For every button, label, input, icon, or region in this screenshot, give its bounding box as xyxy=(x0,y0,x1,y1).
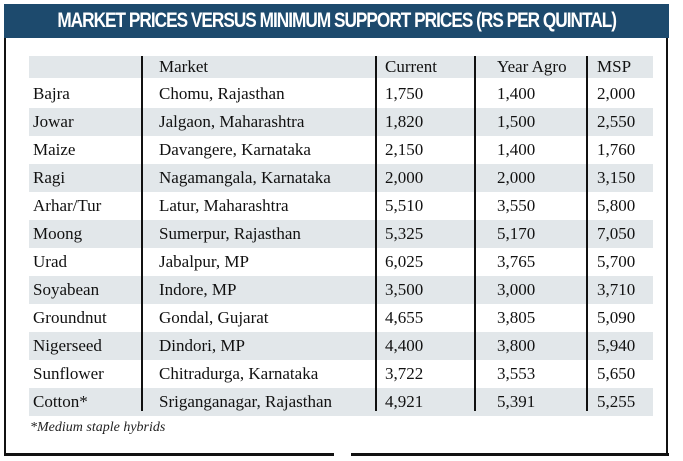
table-row: Groundnut Gondal, Gujarat 4,655 3,805 5,090 xyxy=(29,304,653,332)
header-msp: MSP xyxy=(597,57,632,76)
crop-cell: Maize xyxy=(33,140,76,159)
msp-cell: 1,760 xyxy=(597,140,636,159)
crop-cell: Soyabean xyxy=(33,280,100,299)
table-row: Ragi Nagamangala, Karnataka 2,000 2,000 3,15… xyxy=(29,164,653,192)
crop-cell: Arhar/Tur xyxy=(33,196,102,215)
table-row: Arhar/Tur Latur, Maharashtra 5,510 3,550 5,8… xyxy=(29,192,653,220)
header-market: Market xyxy=(159,57,209,76)
crop-cell: Urad xyxy=(33,252,67,271)
year-ago-price-cell: 3,553 xyxy=(497,364,536,383)
year-ago-price-cell: 3,550 xyxy=(497,196,536,215)
market-cell: Jalgaon, Maharashtra xyxy=(159,112,305,131)
market-cell: Chomu, Rajasthan xyxy=(159,84,285,103)
market-cell: Gondal, Gujarat xyxy=(159,308,269,327)
year-ago-price-cell: 3,765 xyxy=(497,252,536,271)
msp-cell: 5,650 xyxy=(597,364,636,383)
footnote: *Medium staple hybrids xyxy=(30,420,166,435)
year-ago-price-cell: 1,500 xyxy=(497,112,536,131)
market-cell: Sriganganagar, Rajasthan xyxy=(159,392,333,411)
current-price-cell: 4,655 xyxy=(385,308,424,327)
year-ago-price-cell: 3,805 xyxy=(497,308,536,327)
table-row: Cotton* Sriganganagar, Rajasthan 4,921 5,39… xyxy=(29,388,653,416)
current-price-cell: 6,025 xyxy=(385,252,424,271)
table-row: Maize Davangere, Karnataka 2,150 1,400 1,760 xyxy=(29,136,653,164)
current-price-cell: 5,325 xyxy=(385,224,424,243)
msp-cell: 2,550 xyxy=(597,112,636,131)
year-ago-price-cell: 1,400 xyxy=(497,84,536,103)
market-cell: Latur, Maharashtra xyxy=(159,196,289,215)
table-row: Urad Jabalpur, MP 6,025 3,765 5,700 xyxy=(29,248,653,276)
table-row: Jowar Jalgaon, Maharashtra 1,820 1,500 2,550 xyxy=(29,108,653,136)
current-price-cell: 2,150 xyxy=(385,140,424,159)
year-ago-price-cell: 3,000 xyxy=(497,280,536,299)
msp-cell: 3,150 xyxy=(597,168,636,187)
msp-cell: 5,700 xyxy=(597,252,636,271)
crop-cell: Groundnut xyxy=(33,308,107,327)
table-row: Bajra Chomu, Rajasthan 1,750 1,400 2,000 xyxy=(29,80,653,108)
table-row: Nigerseed Dindori, MP 4,400 3,800 5,940 xyxy=(29,332,653,360)
column-divider xyxy=(141,56,143,411)
market-cell: Davangere, Karnataka xyxy=(159,140,311,159)
table-row: Moong Sumerpur, Rajasthan 5,325 5,170 7,050 xyxy=(29,220,653,248)
year-ago-price-cell: 1,400 xyxy=(497,140,536,159)
msp-cell: 5,255 xyxy=(597,392,636,411)
year-ago-price-cell: 2,000 xyxy=(497,168,536,187)
current-price-cell: 3,722 xyxy=(385,364,424,383)
current-price-cell: 2,000 xyxy=(385,168,424,187)
header-row: Market Current Year Agro MSP xyxy=(29,56,653,78)
msp-cell: 3,710 xyxy=(597,280,636,299)
crop-cell: Moong xyxy=(33,224,83,243)
crop-cell: Bajra xyxy=(33,84,70,103)
market-cell: Sumerpur, Rajasthan xyxy=(159,224,301,243)
header-year-ago: Year Agro xyxy=(497,57,567,76)
market-cell: Indore, MP xyxy=(159,280,237,299)
msp-cell: 7,050 xyxy=(597,224,636,243)
market-cell: Dindori, MP xyxy=(159,336,245,355)
current-price-cell: 4,921 xyxy=(385,392,424,411)
crop-cell: Ragi xyxy=(33,168,66,187)
msp-cell: 2,000 xyxy=(597,84,636,103)
column-divider xyxy=(375,56,377,411)
msp-cell: 5,090 xyxy=(597,308,636,327)
column-divider xyxy=(586,56,588,411)
price-table: Market Current Year Agro MSP Bajra Chomu,… xyxy=(29,56,653,416)
year-ago-price-cell: 5,391 xyxy=(497,392,536,411)
current-price-cell: 1,820 xyxy=(385,112,424,131)
crop-cell: Sunflower xyxy=(33,364,104,383)
table-row: Soyabean Indore, MP 3,500 3,000 3,710 xyxy=(29,276,653,304)
table-frame xyxy=(4,4,668,455)
frame-bottom-left xyxy=(4,453,334,456)
current-price-cell: 5,510 xyxy=(385,196,424,215)
market-cell: Jabalpur, MP xyxy=(159,252,249,271)
current-price-cell: 4,400 xyxy=(385,336,424,355)
crop-cell: Jowar xyxy=(33,112,74,131)
crop-cell: Nigerseed xyxy=(33,336,102,355)
msp-cell: 5,800 xyxy=(597,196,636,215)
table-row: Sunflower Chitradurga, Karnataka 3,722 3,55… xyxy=(29,360,653,388)
market-cell: Chitradurga, Karnataka xyxy=(159,364,319,383)
market-cell: Nagamangala, Karnataka xyxy=(159,168,331,187)
crop-cell: Cotton* xyxy=(33,392,88,411)
current-price-cell: 1,750 xyxy=(385,84,424,103)
column-divider xyxy=(474,56,476,411)
year-ago-price-cell: 5,170 xyxy=(497,224,536,243)
year-ago-price-cell: 3,800 xyxy=(497,336,536,355)
table-title: Market prices versus minimum support pri… xyxy=(57,9,617,32)
current-price-cell: 3,500 xyxy=(385,280,424,299)
frame-bottom-right xyxy=(351,453,669,456)
msp-cell: 5,940 xyxy=(597,336,636,355)
title-bar: Market prices versus minimum support pri… xyxy=(4,4,669,38)
header-current: Current xyxy=(385,57,437,76)
